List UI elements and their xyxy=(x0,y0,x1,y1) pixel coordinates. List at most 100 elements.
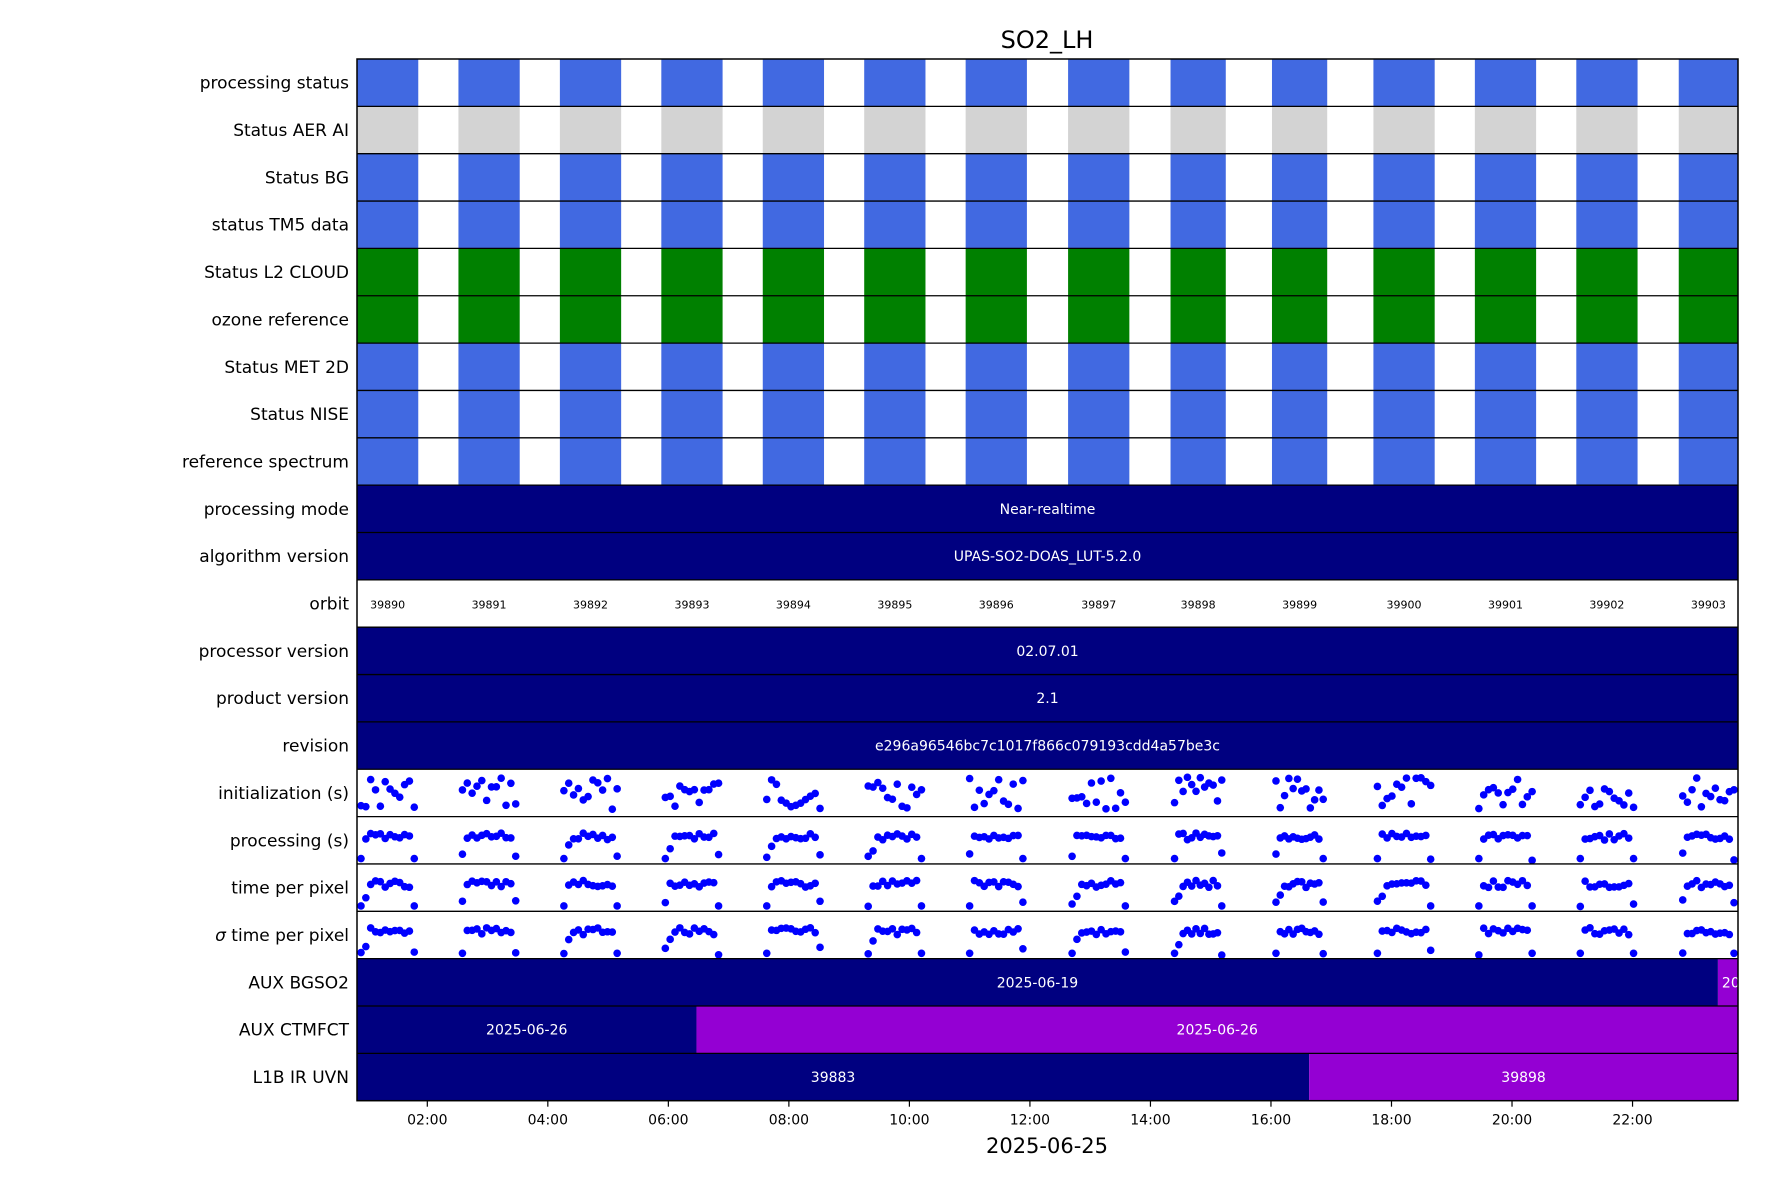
data-point xyxy=(371,786,380,794)
status-bar xyxy=(661,106,723,154)
data-point xyxy=(1426,855,1435,864)
orbit-number: 39891 xyxy=(472,599,507,612)
data-point xyxy=(1116,834,1125,843)
data-point xyxy=(1092,930,1101,939)
status-bar xyxy=(762,390,825,438)
data-point xyxy=(801,834,810,843)
status-bar xyxy=(762,201,825,249)
status-bar xyxy=(965,390,1027,438)
orbit-number: 39896 xyxy=(979,599,1014,612)
data-point xyxy=(1475,902,1483,910)
data-point xyxy=(579,930,588,939)
data-point xyxy=(709,930,718,939)
data-point xyxy=(1102,805,1110,813)
status-bar xyxy=(1678,201,1738,249)
data-point xyxy=(864,902,873,911)
x-tick-label: 10:00 xyxy=(889,1113,929,1129)
data-point xyxy=(1014,831,1022,840)
data-point xyxy=(912,876,921,885)
data-point xyxy=(1009,780,1018,788)
orbit-number: 39900 xyxy=(1387,599,1422,612)
data-point xyxy=(1678,949,1687,957)
data-point xyxy=(816,804,824,813)
status-bar xyxy=(1576,437,1638,486)
status-bar xyxy=(1170,59,1226,107)
data-point xyxy=(1595,800,1604,808)
data-point xyxy=(463,779,472,787)
status-bar xyxy=(1068,390,1130,438)
data-point xyxy=(1187,882,1196,890)
data-point xyxy=(1213,831,1222,840)
segment-label: 2025-06-26 xyxy=(1177,1023,1258,1039)
data-point xyxy=(1196,773,1205,782)
status-bar xyxy=(1068,343,1130,391)
row-label-aux-ctmfct: AUX CTMFCT xyxy=(239,1021,350,1041)
segment-label: 2025-06-25 xyxy=(1722,975,1771,991)
status-bar xyxy=(1678,106,1738,154)
data-point xyxy=(1187,780,1196,789)
x-axis: 02:00 04:00 06:00 08:00 10:00 12:00 14:00 16:00… xyxy=(407,1100,1653,1129)
data-point xyxy=(806,924,815,932)
data-point xyxy=(883,881,892,890)
orbit-number: 39893 xyxy=(674,599,709,612)
data-point xyxy=(1692,774,1701,782)
data-point xyxy=(1319,949,1328,958)
data-point xyxy=(1730,786,1738,794)
status-bar xyxy=(357,201,419,249)
data-point xyxy=(468,789,476,797)
status-bar xyxy=(357,106,419,154)
status-bar xyxy=(1068,201,1130,249)
data-point xyxy=(405,777,414,785)
status-bar xyxy=(965,295,1027,344)
data-point xyxy=(1730,898,1738,907)
data-point xyxy=(1111,804,1120,813)
data-point xyxy=(497,829,505,837)
value-label: Near-realtime xyxy=(1000,502,1096,518)
row-label-product-version: product version xyxy=(216,689,349,709)
status-bar xyxy=(1576,201,1638,249)
status-bar xyxy=(458,248,520,296)
status-bar xyxy=(1271,59,1328,107)
data-point xyxy=(917,785,926,794)
data-point xyxy=(1373,897,1382,906)
data-point xyxy=(767,882,776,891)
data-point xyxy=(608,928,617,936)
status-bar xyxy=(965,59,1027,107)
row-label-l1b-ir-uvn: L1B IR UVN xyxy=(253,1068,349,1088)
data-point xyxy=(1170,798,1179,807)
rows-layer: processing status Status AER AI Status BG s… xyxy=(182,59,1771,1101)
data-point xyxy=(458,897,467,906)
data-point xyxy=(864,950,873,958)
data-point xyxy=(574,926,583,934)
status-bar xyxy=(357,343,419,391)
data-point xyxy=(869,783,877,791)
status-bar xyxy=(1576,248,1638,296)
data-point xyxy=(511,896,520,905)
data-point xyxy=(994,882,1003,891)
data-point xyxy=(671,802,679,811)
segment-label: 39898 xyxy=(1501,1070,1546,1086)
data-point xyxy=(705,785,713,794)
data-point xyxy=(999,930,1008,938)
data-point xyxy=(1082,799,1091,808)
row-label-time-per-pixel: time per pixel xyxy=(231,879,349,899)
data-point xyxy=(560,854,568,863)
status-bar xyxy=(559,153,622,202)
data-point xyxy=(1624,930,1633,939)
data-point xyxy=(603,774,612,783)
segment-label: 2025-06-26 xyxy=(486,1023,567,1039)
status-bar xyxy=(559,390,622,438)
data-point xyxy=(1217,951,1226,959)
data-point xyxy=(893,930,902,939)
data-point xyxy=(1489,783,1498,792)
status-bar xyxy=(1474,390,1537,438)
x-axis-label: 2025-06-25 xyxy=(986,1134,1108,1158)
data-point xyxy=(1595,831,1604,840)
data-point xyxy=(811,928,819,937)
status-bar xyxy=(1271,343,1328,391)
status-bar xyxy=(661,343,723,391)
status-bar xyxy=(1068,295,1130,344)
chart-title: SO2_LH xyxy=(1001,26,1094,54)
data-point xyxy=(1187,930,1196,938)
data-point xyxy=(560,786,568,795)
